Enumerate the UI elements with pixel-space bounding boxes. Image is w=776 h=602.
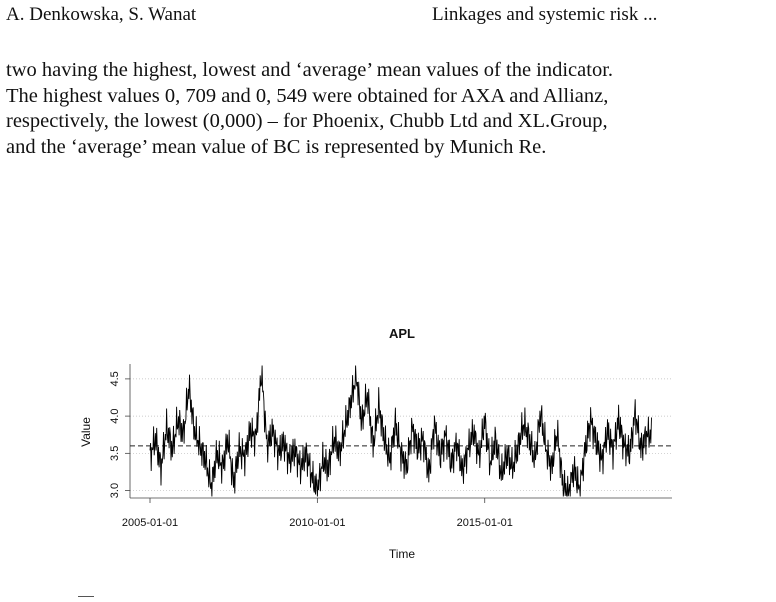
body-line: and the ‘average’ mean value of BC is re… <box>6 135 547 158</box>
x-tick-label: 2010-01-01 <box>289 517 345 529</box>
series-line <box>149 365 652 497</box>
body-line: two having the highest, lowest and ‘aver… <box>6 59 614 81</box>
x-tick-label: 2015-01-01 <box>457 517 513 529</box>
x-axis-label: Time <box>389 547 416 561</box>
y-tick-label: 4.5 <box>109 371 121 386</box>
y-axis-label: Value <box>79 417 93 447</box>
apl-line-chart: APL 3.0 3.5 4.0 4.5 2005-01-01 2010-01-01 201… <box>79 326 672 561</box>
grid-lines <box>130 378 672 491</box>
figure-apl: APL 3.0 3.5 4.0 4.5 2005-01-01 2010-01-01 201… <box>70 320 690 570</box>
body-line: The highest values 0, 709 and 0, 549 wer… <box>6 84 609 107</box>
footnote-rule <box>78 596 94 597</box>
header-authors: A. Denkowska, S. Wanat <box>6 4 197 25</box>
running-header: A. Denkowska, S. Wanat Linkages and syst… <box>6 4 770 26</box>
y-tick-label: 4.0 <box>109 408 121 423</box>
header-title: Linkages and systemic risk ... <box>432 4 658 25</box>
chart-title: APL <box>389 326 415 341</box>
body-line: respectively, the lowest (0,000) – for P… <box>6 110 608 132</box>
body-paragraph: two having the highest, lowest and ‘aver… <box>6 58 774 160</box>
y-tick-label: 3.0 <box>109 483 121 498</box>
y-axis-ticks: 3.0 3.5 4.0 4.5 <box>109 371 130 498</box>
x-axis-ticks: 2005-01-01 2010-01-01 2015-01-01 <box>122 498 513 529</box>
x-tick-label: 2005-01-01 <box>122 517 178 529</box>
y-tick-label: 3.5 <box>109 446 121 461</box>
